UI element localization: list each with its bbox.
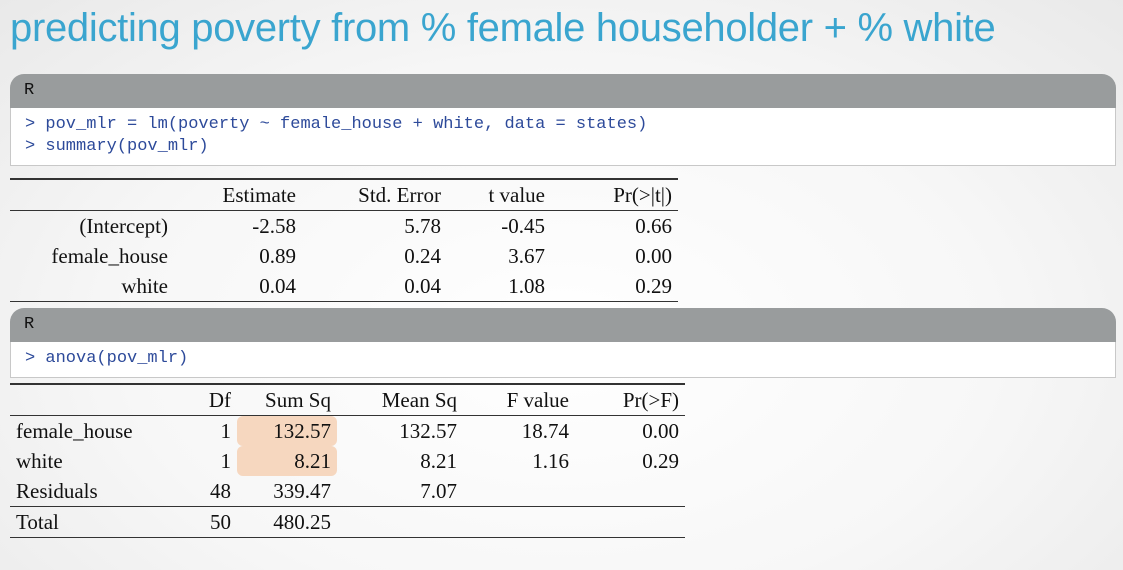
table-row: white 0.04 0.04 1.08 0.29	[10, 271, 678, 302]
code-line: > anova(pov_mlr)	[25, 349, 189, 368]
column-header: Estimate	[222, 183, 296, 207]
row-label: (Intercept)	[79, 214, 168, 238]
header-empty	[10, 179, 174, 211]
table-header-row: Df Sum Sq Mean Sq F value Pr(>F)	[10, 384, 685, 416]
cell-value: 0.29	[642, 449, 679, 473]
r-code-block-anova: R > anova(pov_mlr)	[10, 308, 1116, 378]
cell-value: -2.58	[252, 214, 296, 238]
cell-value	[463, 476, 575, 507]
header-empty	[10, 384, 181, 416]
column-header: Sum Sq	[265, 388, 331, 412]
code-block-body: > pov_mlr = lm(poverty ~ female_house + …	[10, 108, 1116, 166]
cell-value: 0.04	[404, 274, 441, 298]
row-label: white	[121, 274, 168, 298]
cell-value: 339.47	[273, 479, 331, 503]
table-row: (Intercept) -2.58 5.78 -0.45 0.66	[10, 211, 678, 242]
cell-value	[575, 507, 685, 538]
cell-value: 0.04	[259, 274, 296, 298]
cell-value: 0.24	[404, 244, 441, 268]
cell-value: 0.66	[635, 214, 672, 238]
cell-value: 1.16	[532, 449, 569, 473]
row-label: female_house	[16, 419, 133, 443]
cell-value: 1	[220, 419, 232, 443]
table-row: female_house 0.89 0.24 3.67 0.00	[10, 241, 678, 271]
cell-value: 7.07	[420, 479, 457, 503]
code-line: > pov_mlr = lm(poverty ~ female_house + …	[25, 115, 648, 134]
cell-value	[337, 507, 463, 538]
coefficients-table: Estimate Std. Error t value Pr(>|t|) (In…	[10, 178, 678, 302]
cell-value: 50	[210, 510, 231, 534]
row-label: female_house	[51, 244, 168, 268]
cell-value: 480.25	[273, 510, 331, 534]
cell-value	[575, 476, 685, 507]
row-label: Residuals	[16, 479, 98, 503]
cell-value: 48	[210, 479, 231, 503]
table-row: female_house 1 132.57 132.57 18.74 0.00	[10, 415, 685, 446]
column-header: Pr(>|t|)	[613, 183, 672, 207]
column-header: Df	[208, 388, 231, 412]
highlighted-cell: 132.57	[237, 415, 337, 446]
cell-value: 0.89	[259, 244, 296, 268]
column-header: F value	[506, 388, 569, 412]
cell-value: 1	[220, 449, 232, 473]
cell-value: 0.29	[635, 274, 672, 298]
column-header: Pr(>F)	[622, 388, 679, 412]
row-label: white	[16, 449, 63, 473]
highlighted-cell: 8.21	[237, 446, 337, 476]
cell-value: -0.45	[501, 214, 545, 238]
code-block-header: R	[10, 308, 1116, 342]
table-row: Residuals 48 339.47 7.07	[10, 476, 685, 507]
row-label: Total	[16, 510, 59, 534]
cell-value: 0.00	[635, 244, 672, 268]
cell-value: 5.78	[404, 214, 441, 238]
code-line: > summary(pov_mlr)	[25, 137, 209, 156]
table-row: white 1 8.21 8.21 1.16 0.29	[10, 446, 685, 476]
anova-table: Df Sum Sq Mean Sq F value Pr(>F) female_…	[10, 383, 685, 538]
code-block-body: > anova(pov_mlr)	[10, 342, 1116, 378]
r-code-block-lm: R > pov_mlr = lm(poverty ~ female_house …	[10, 74, 1116, 166]
table-header-row: Estimate Std. Error t value Pr(>|t|)	[10, 179, 678, 211]
cell-value: 1.08	[508, 274, 545, 298]
code-block-header: R	[10, 74, 1116, 108]
cell-value: 8.21	[420, 449, 457, 473]
column-header: Mean Sq	[381, 388, 457, 412]
cell-value: 3.67	[508, 244, 545, 268]
column-header: Std. Error	[358, 183, 441, 207]
column-header: t value	[488, 183, 545, 207]
cell-value: 18.74	[521, 419, 569, 443]
slide-title: predicting poverty from % female househo…	[10, 6, 996, 50]
cell-value: 132.57	[399, 419, 457, 443]
cell-value	[463, 507, 575, 538]
cell-value: 0.00	[642, 419, 679, 443]
table-row-total: Total 50 480.25	[10, 506, 685, 538]
